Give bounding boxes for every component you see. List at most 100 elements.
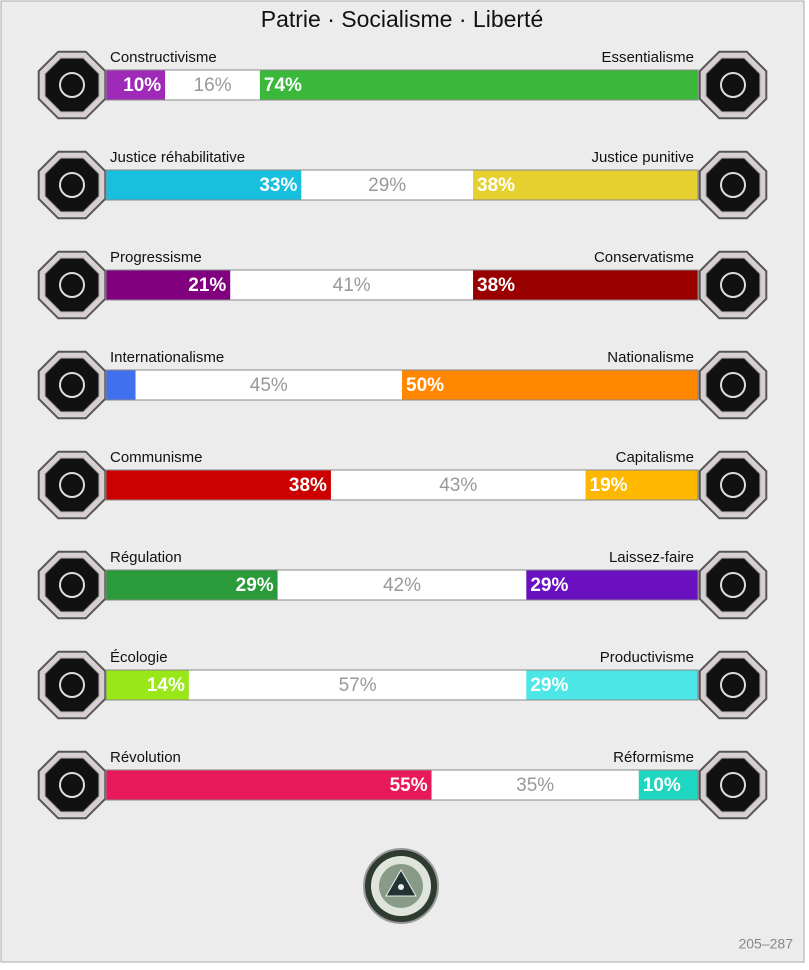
- icon-emblem: [59, 772, 85, 798]
- bar-segment: [106, 570, 278, 600]
- axis-icon: [698, 450, 768, 520]
- icon-body: [44, 157, 100, 213]
- icon-body: [705, 357, 761, 413]
- icon-body: [44, 757, 100, 813]
- title: Patrie · Socialisme · Liberté: [261, 6, 544, 32]
- value-label: 57%: [339, 675, 377, 696]
- axis-icon: [698, 50, 768, 120]
- bar-segment: [188, 670, 527, 700]
- bar-outline: [105, 569, 699, 601]
- value-label: 10%: [123, 75, 161, 96]
- icon-emblem: [720, 672, 746, 698]
- value-label: 45%: [250, 375, 288, 396]
- icon-body: [44, 457, 100, 513]
- value-label: 19%: [590, 475, 628, 496]
- right-label: Productivisme: [600, 649, 694, 666]
- icon-body: [705, 457, 761, 513]
- icon-emblem: [720, 272, 746, 298]
- value-label: 74%: [264, 75, 302, 96]
- bar-segment: [259, 70, 698, 100]
- left-label: Justice réhabilitative: [110, 149, 245, 166]
- bar-outline: [105, 369, 699, 401]
- icon-emblem: [59, 372, 85, 398]
- bar-segment: [106, 370, 136, 400]
- bar-segment: [473, 270, 698, 300]
- axis-icon: [37, 750, 107, 820]
- icon-emblem: [59, 672, 85, 698]
- axis-icon: [698, 750, 768, 820]
- icon-emblem: [59, 72, 85, 98]
- icon-body: [44, 657, 100, 713]
- icon-emblem: [720, 572, 746, 598]
- icon-body: [705, 257, 761, 313]
- value-label: 14%: [147, 675, 185, 696]
- icon-body: [705, 757, 761, 813]
- seal: [363, 848, 439, 924]
- right-label: Justice punitive: [591, 149, 694, 166]
- bar-segment: [473, 170, 698, 200]
- bar-segment: [106, 170, 302, 200]
- right-label: Laissez-faire: [609, 549, 694, 566]
- bar-segment: [106, 70, 166, 100]
- bar-segment: [165, 70, 260, 100]
- left-label: Constructivisme: [110, 49, 217, 66]
- value-label: 33%: [259, 175, 297, 196]
- bar-segment: [106, 270, 231, 300]
- bar-segment: [638, 770, 698, 800]
- bar-segment: [330, 470, 586, 500]
- icon-emblem: [59, 272, 85, 298]
- bar-segment: [106, 470, 331, 500]
- value-label: 38%: [289, 475, 327, 496]
- axis-icon: [698, 350, 768, 420]
- value-label: 38%: [477, 175, 515, 196]
- value-label: 29%: [368, 175, 406, 196]
- bar-outline: [105, 469, 699, 501]
- axis-icon: [37, 250, 107, 320]
- value-label: 29%: [236, 575, 274, 596]
- left-label: Progressisme: [110, 249, 202, 266]
- icon-emblem: [720, 172, 746, 198]
- left-label: Révolution: [110, 749, 181, 766]
- bar-segment: [585, 470, 698, 500]
- icon-emblem: [720, 772, 746, 798]
- axis-icon: [37, 150, 107, 220]
- left-label: Communisme: [110, 449, 203, 466]
- bar-segment: [106, 670, 189, 700]
- value-label: 43%: [439, 475, 477, 496]
- icon-body: [705, 57, 761, 113]
- right-label: Capitalisme: [616, 449, 694, 466]
- bar-segment: [230, 270, 474, 300]
- icon-emblem: [720, 72, 746, 98]
- value-label: 10%: [643, 775, 681, 796]
- right-label: Essentialisme: [601, 49, 694, 66]
- icon-body: [44, 57, 100, 113]
- axis-icon: [37, 550, 107, 620]
- value-label: 16%: [194, 75, 232, 96]
- icon-emblem: [59, 172, 85, 198]
- icon-body: [44, 257, 100, 313]
- axis-icon: [37, 350, 107, 420]
- value-label: 38%: [477, 275, 515, 296]
- icon-body: [705, 557, 761, 613]
- axis-icon: [698, 650, 768, 720]
- bar-segment: [106, 770, 432, 800]
- bar-outline: [105, 269, 699, 301]
- right-label: Réformisme: [613, 749, 694, 766]
- bar-outline: [105, 69, 699, 101]
- value-label: 55%: [390, 775, 428, 796]
- icon-emblem: [59, 472, 85, 498]
- bar-segment: [526, 570, 698, 600]
- bar-segment: [277, 570, 527, 600]
- value-label: 50%: [406, 375, 444, 396]
- axis-icon: [698, 550, 768, 620]
- left-label: Régulation: [110, 549, 182, 566]
- value-label: 41%: [333, 275, 371, 296]
- left-label: Écologie: [110, 649, 168, 666]
- bar-segment: [135, 370, 402, 400]
- right-label: Conservatisme: [594, 249, 694, 266]
- value-label: 42%: [383, 575, 421, 596]
- bar-segment: [301, 170, 474, 200]
- left-label: Internationalisme: [110, 349, 224, 366]
- axis-icon: [698, 150, 768, 220]
